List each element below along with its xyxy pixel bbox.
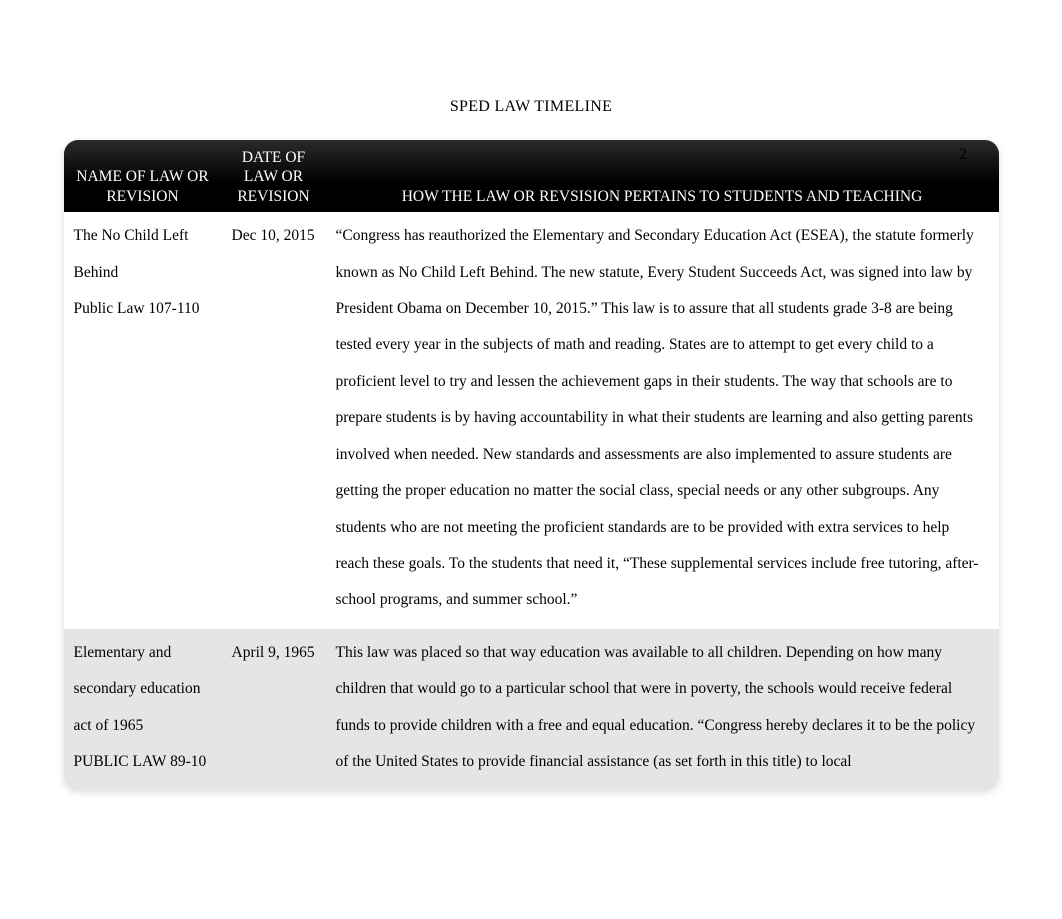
column-header-date: DATE OF LAW OR REVISION [222, 140, 326, 212]
law-date-cell: Dec 10, 2015 [222, 212, 326, 629]
law-description-cell: “Congress has reauthorized the Elementar… [326, 212, 999, 629]
law-name-line: secondary education [74, 671, 216, 707]
table-row: The No Child Left Behind Public Law 107-… [64, 212, 999, 629]
table-row: Elementary and secondary education act o… [64, 629, 999, 791]
law-name-line: act of 1965 [74, 708, 216, 744]
column-header-name: NAME OF LAW OR REVISION [64, 140, 222, 212]
law-name-line: Elementary and [74, 635, 216, 671]
timeline-table-container: NAME OF LAW OR REVISION DATE OF LAW OR R… [64, 140, 999, 790]
table-header-row: NAME OF LAW OR REVISION DATE OF LAW OR R… [64, 140, 999, 212]
timeline-table: NAME OF LAW OR REVISION DATE OF LAW OR R… [64, 140, 999, 790]
law-date-cell: April 9, 1965 [222, 629, 326, 791]
law-name-cell: The No Child Left Behind Public Law 107-… [64, 212, 222, 629]
page-number: 2 [959, 146, 967, 164]
law-description-cell: This law was placed so that way educatio… [326, 629, 999, 791]
law-name-line: The No Child Left [74, 218, 216, 254]
law-name-cell: Elementary and secondary education act o… [64, 629, 222, 791]
law-name-line: Behind [74, 255, 216, 291]
law-name-line: Public Law 107-110 [74, 291, 216, 327]
page-title: SPED LAW TIMELINE [0, 98, 1062, 116]
law-name-line: PUBLIC LAW 89-10 [74, 744, 216, 780]
column-header-description: HOW THE LAW OR REVSISION PERTAINS TO STU… [326, 140, 999, 212]
